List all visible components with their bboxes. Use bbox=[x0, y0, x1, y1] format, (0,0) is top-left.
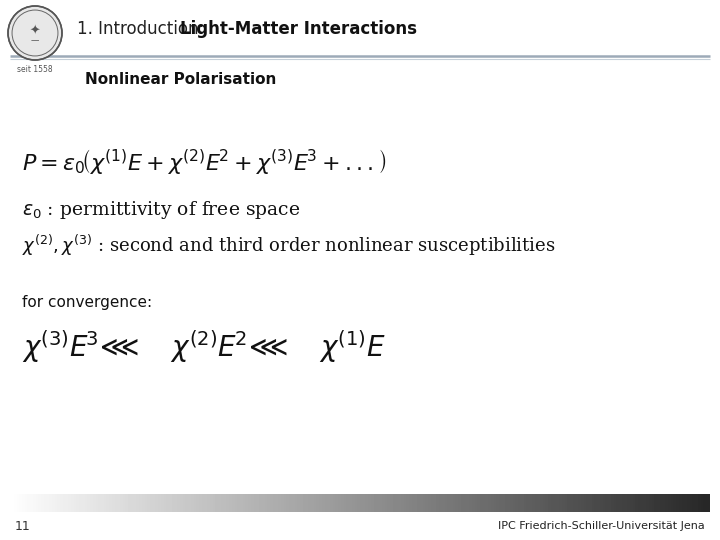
Text: $\chi^{(2)},\chi^{(3)}$ : second and third order nonlinear susceptibilities: $\chi^{(2)},\chi^{(3)}$ : second and thi… bbox=[22, 232, 556, 258]
Text: $P = \varepsilon_0\!\left(\chi^{(1)}E + \chi^{(2)}E^{\!2} + \chi^{(3)}E^{\!3} + : $P = \varepsilon_0\!\left(\chi^{(1)}E + … bbox=[22, 147, 387, 177]
Text: —: — bbox=[31, 37, 39, 45]
Text: $\varepsilon_0$ : permittivity of free space: $\varepsilon_0$ : permittivity of free s… bbox=[22, 199, 300, 221]
Text: for convergence:: for convergence: bbox=[22, 294, 152, 309]
Circle shape bbox=[8, 6, 62, 60]
Text: ✦: ✦ bbox=[30, 24, 40, 37]
Text: $\chi^{(3)}E^{\!3}\!\lll\quad\chi^{(2)}E^{\!2}\!\lll\quad\chi^{(1)}E$: $\chi^{(3)}E^{\!3}\!\lll\quad\chi^{(2)}E… bbox=[22, 329, 386, 365]
Text: 11: 11 bbox=[15, 519, 31, 532]
Text: 1. Introduction:: 1. Introduction: bbox=[77, 20, 210, 38]
Text: IPC Friedrich-Schiller-Universität Jena: IPC Friedrich-Schiller-Universität Jena bbox=[498, 521, 705, 531]
Text: seit 1558: seit 1558 bbox=[17, 65, 53, 74]
Text: Light-Matter Interactions: Light-Matter Interactions bbox=[180, 20, 417, 38]
Text: Nonlinear Polarisation: Nonlinear Polarisation bbox=[85, 72, 276, 87]
